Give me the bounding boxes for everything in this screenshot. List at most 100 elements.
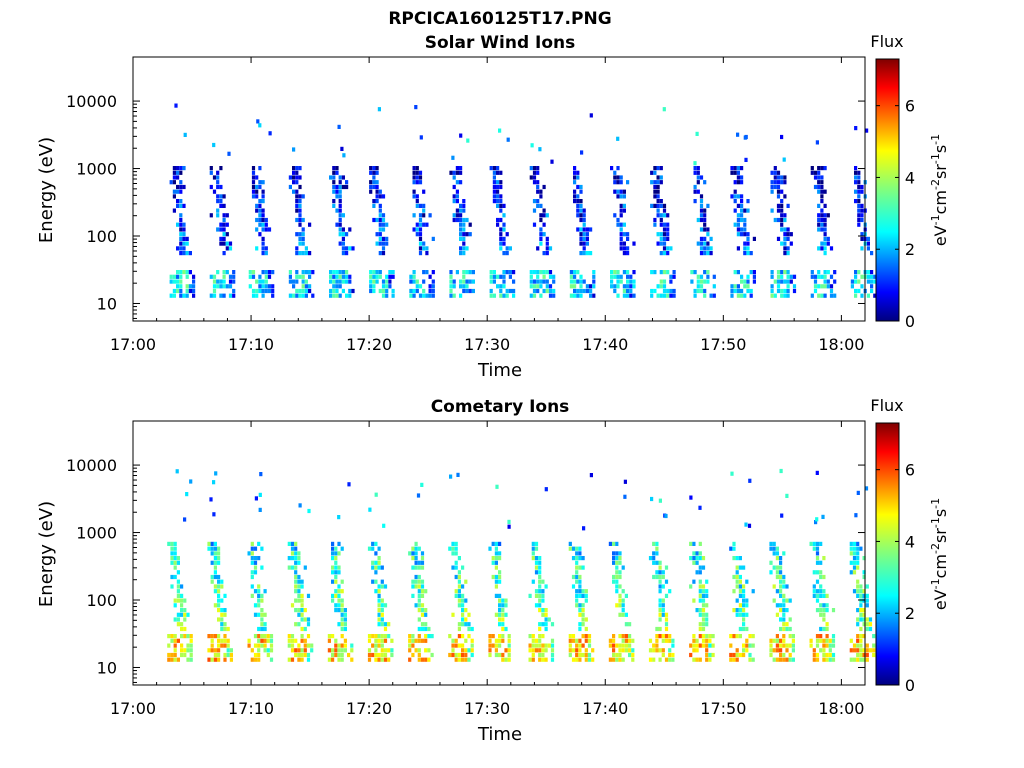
spectrogram-cell (207, 634, 211, 639)
spectrogram-cell (182, 236, 186, 241)
spectrogram-cell (390, 648, 394, 653)
spectrogram-cell (492, 180, 496, 185)
spectrogram-cell (459, 203, 463, 208)
spectrogram-cell (499, 203, 503, 208)
spectrogram-cell (417, 634, 421, 639)
spectrogram-cell (179, 251, 183, 256)
spectrogram-cell (573, 199, 577, 204)
spectrogram-cell (172, 274, 176, 279)
spectrogram-cell (507, 657, 511, 662)
spectrogram-cell (264, 274, 268, 279)
spectrogram-cell (257, 612, 261, 617)
spectrogram-cell (454, 565, 458, 570)
spectrogram-cell (626, 232, 630, 237)
spectrogram-cell (815, 551, 820, 556)
spectrogram-cell (788, 652, 792, 658)
spectrogram-cell (825, 657, 829, 662)
spectrogram-cell (269, 648, 274, 653)
spectrogram-cell (618, 634, 622, 639)
spectrogram-cell (297, 579, 301, 584)
spectrogram-cell (862, 593, 866, 598)
spectrogram-cell (791, 657, 795, 662)
spectrogram-cell (542, 184, 546, 190)
spectrogram-cell (536, 189, 540, 194)
spectrogram-cell (698, 657, 702, 662)
spectrogram-cell (257, 648, 261, 653)
spectrogram-cell (619, 279, 623, 284)
spectrogram-cell (504, 598, 508, 603)
spectrogram-cell (494, 612, 498, 617)
spectrogram-cell (857, 203, 861, 208)
spectrogram-cell (854, 199, 858, 204)
spectrogram-cell (496, 222, 500, 227)
spectrogram-cell (815, 657, 820, 662)
spectrogram-cell (769, 570, 773, 575)
spectrogram-cell (538, 634, 542, 639)
spectrogram-cell (770, 293, 774, 298)
spectrogram-cell (383, 622, 388, 627)
spectrogram-cell (539, 203, 543, 208)
spectrogram-cell (780, 293, 784, 298)
spectrogram-cell (348, 293, 352, 298)
spectrogram-cell (820, 246, 824, 251)
spectrogram-cell (228, 246, 233, 251)
spectrogram-cell (502, 251, 506, 256)
spectrogram-cell (659, 251, 663, 256)
spectrogram-cell (733, 288, 737, 294)
spectrogram-cell (849, 551, 853, 556)
spectrogram-cell (335, 170, 339, 175)
spectrogram-cell (213, 652, 217, 658)
spectrogram-cell (856, 617, 860, 622)
spectrogram-cell (216, 175, 220, 180)
spectrogram-cell (792, 284, 797, 289)
spectrogram-cell (629, 274, 633, 279)
spectrogram-cell (459, 222, 463, 227)
spectrogram-cell (550, 643, 555, 648)
spectrogram-cell (414, 546, 418, 551)
spectrogram-cell (255, 217, 259, 223)
spectrogram-cell (539, 284, 543, 289)
spectrogram-cell (294, 648, 298, 653)
spectrogram-cell (461, 598, 465, 603)
spectrogram-cell (618, 652, 622, 658)
spectrogram-cell (335, 274, 339, 279)
spectrogram-cell (589, 284, 593, 289)
cometary-colorbar-unit: eV-1cm-2sr-1s-1 (929, 498, 950, 610)
spectrogram-cell (257, 603, 261, 608)
spectrogram-cell (628, 638, 632, 643)
spectrogram-cell (740, 203, 744, 208)
spectrogram-cell (505, 288, 509, 294)
spectrogram-cell (857, 170, 861, 175)
spectrogram-cell (301, 288, 305, 294)
spectrogram-cell (418, 217, 423, 223)
spectrogram-cell (455, 189, 459, 194)
spectrogram-cell (290, 565, 295, 570)
spectrogram-cell (213, 570, 217, 575)
spectrogram-cell (585, 288, 589, 294)
spectrogram-cell (378, 274, 382, 279)
spectrogram-cell (659, 293, 663, 298)
spectrogram-cell (752, 270, 756, 275)
spectrogram-cell (185, 241, 189, 246)
spectrogram-cell (579, 274, 583, 279)
spectrogram-cell (213, 546, 217, 551)
spectrogram-cell (298, 166, 302, 171)
spectrogram-cell (693, 166, 697, 171)
spectrogram-cell (385, 288, 389, 294)
spectrogram-cell (494, 648, 498, 653)
spectrogram-cell (812, 584, 816, 589)
spectrogram-cell (491, 643, 495, 648)
spectrogram-cell (823, 279, 827, 284)
spectrogram-cell (228, 241, 233, 246)
spectrogram-cell (573, 279, 577, 284)
spectrogram-cell (817, 222, 821, 227)
spectrogram-cell (457, 622, 461, 627)
spectrogram-cell (534, 648, 539, 653)
spectrogram-cell (826, 279, 830, 284)
spectrogram-cell (180, 652, 184, 658)
spectrogram-cell (769, 638, 773, 643)
spectrogram-cell (664, 612, 669, 617)
spectrogram-cell (295, 189, 299, 194)
spectrogram-cell (705, 657, 709, 662)
spectrogram-cell (821, 514, 825, 519)
